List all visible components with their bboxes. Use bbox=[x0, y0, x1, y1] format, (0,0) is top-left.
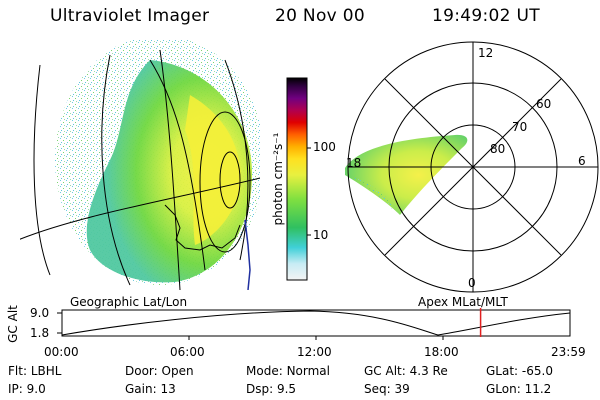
colorbar-tick-10: 10 bbox=[313, 228, 329, 242]
mlt-label-12: 12 bbox=[478, 46, 494, 60]
timeline-right-label: Apex MLat/MLT bbox=[418, 295, 508, 309]
info-door: Door: Open bbox=[125, 364, 194, 378]
timeline-xtick-1: 06:00 bbox=[170, 345, 205, 359]
polar-plot bbox=[345, 41, 599, 293]
mlt-label-18: 18 bbox=[346, 156, 362, 170]
info-flt: Flt: LBHL bbox=[8, 364, 62, 378]
timeline-xtick-0: 00:00 bbox=[44, 345, 79, 359]
info-glat: GLat: -65.0 bbox=[486, 364, 553, 378]
info-dsp: Dsp: 9.5 bbox=[246, 382, 297, 396]
timeline-axis-label: GC Alt bbox=[5, 305, 20, 343]
mlt-label-0: 0 bbox=[468, 276, 476, 290]
lat-label-60: 60 bbox=[536, 97, 552, 111]
info-gain: Gain: 13 bbox=[125, 382, 176, 396]
colorbar bbox=[286, 77, 308, 281]
altitude-timeline bbox=[57, 309, 571, 340]
timeline-xtick-2: 12:00 bbox=[297, 345, 332, 359]
time-label: 19:49:02 UT bbox=[432, 6, 540, 26]
info-seq: Seq: 39 bbox=[364, 382, 410, 396]
timeline-ytick-high: 9.0 bbox=[30, 306, 50, 320]
timeline-xtick-4: 23:59 bbox=[551, 345, 586, 359]
instrument-title: Ultraviolet Imager bbox=[50, 6, 210, 26]
colorbar-label: photon cm⁻²s⁻¹ bbox=[271, 132, 285, 226]
geographic-image bbox=[20, 40, 260, 290]
info-gc-alt: GC Alt: 4.3 Re bbox=[364, 364, 448, 378]
lat-label-70: 70 bbox=[512, 120, 528, 134]
info-glon: GLon: 11.2 bbox=[486, 382, 552, 396]
timeline-ytick-low: 1.8 bbox=[30, 326, 50, 340]
info-ip: IP: 9.0 bbox=[8, 382, 46, 396]
timeline-left-label: Geographic Lat/Lon bbox=[70, 295, 188, 309]
lat-label-80: 80 bbox=[490, 142, 506, 156]
date-label: 20 Nov 00 bbox=[275, 6, 365, 26]
colorbar-tick-100: 100 bbox=[313, 140, 336, 154]
info-mode: Mode: Normal bbox=[246, 364, 330, 378]
mlt-label-6: 6 bbox=[578, 154, 586, 168]
timeline-xtick-3: 18:00 bbox=[424, 345, 459, 359]
